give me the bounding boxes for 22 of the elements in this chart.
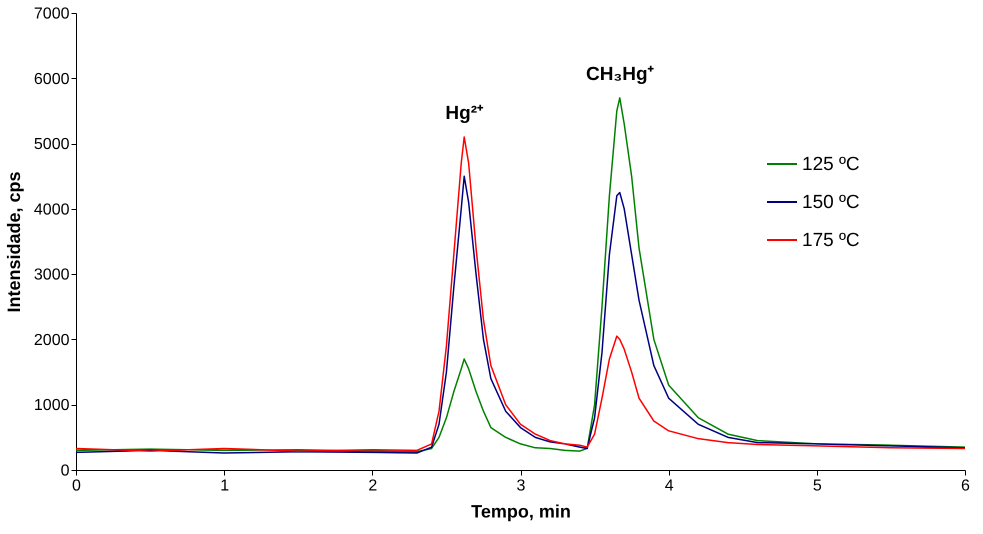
y-tick-label: 4000 xyxy=(34,201,70,218)
x-tick-label: 0 xyxy=(72,478,82,494)
legend-label: 125 ºC xyxy=(802,154,860,175)
x-tick-label: 6 xyxy=(961,478,970,494)
y-tick-label: 7000 xyxy=(34,6,70,22)
x-tick-label: 4 xyxy=(664,478,674,494)
y-tick-label: 5000 xyxy=(34,136,70,154)
annotation: Hg²⁺ xyxy=(445,103,484,124)
y-tick-label: 6000 xyxy=(34,70,70,88)
x-tick-label: 5 xyxy=(812,478,822,494)
x-tick-label: 2 xyxy=(368,478,378,494)
annotation: CH₃Hg⁺ xyxy=(586,64,655,85)
y-tick-label: 0 xyxy=(60,462,70,480)
y-axis-title: Intensidade, cps xyxy=(4,171,24,313)
x-tick-label: 3 xyxy=(516,478,526,494)
y-tick-label: 2000 xyxy=(34,332,70,349)
x-axis-title: Tempo, min xyxy=(471,502,571,522)
legend-label: 150 ºC xyxy=(802,192,860,213)
y-tick-label: 3000 xyxy=(34,266,70,284)
y-tick-label: 1000 xyxy=(34,397,70,414)
legend-label: 175 ºC xyxy=(802,230,860,251)
x-tick-label: 1 xyxy=(220,478,230,494)
